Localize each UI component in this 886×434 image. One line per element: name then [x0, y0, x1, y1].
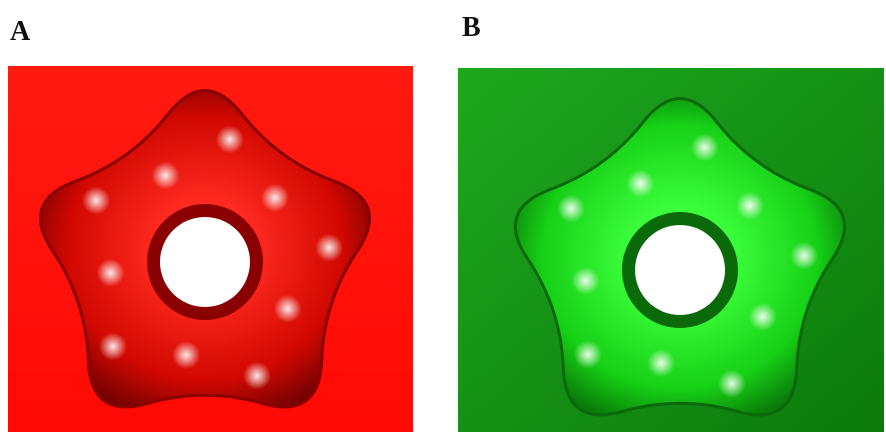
highlight	[261, 184, 289, 212]
highlight	[315, 234, 343, 262]
highlight	[572, 267, 600, 295]
figure: A B	[0, 0, 886, 434]
highlight	[718, 370, 746, 398]
highlight	[557, 195, 585, 223]
highlight	[172, 341, 200, 369]
highlight	[243, 362, 271, 390]
page: A B (() => { const data = JSON.parse(doc…	[0, 0, 886, 434]
highlight	[574, 341, 602, 369]
highlight	[736, 192, 764, 220]
highlight	[749, 303, 777, 331]
pore	[635, 225, 725, 315]
panel-label: B	[462, 12, 481, 43]
highlight	[82, 187, 110, 215]
highlight	[274, 295, 302, 323]
structures	[40, 90, 844, 414]
panel-label: A	[10, 16, 31, 47]
highlight	[216, 125, 244, 153]
highlight	[627, 170, 655, 198]
highlight	[97, 259, 125, 287]
highlight	[99, 333, 127, 361]
highlight	[790, 242, 818, 270]
highlight	[647, 349, 675, 377]
pore	[160, 217, 250, 307]
highlight	[691, 133, 719, 161]
highlight	[152, 162, 180, 190]
